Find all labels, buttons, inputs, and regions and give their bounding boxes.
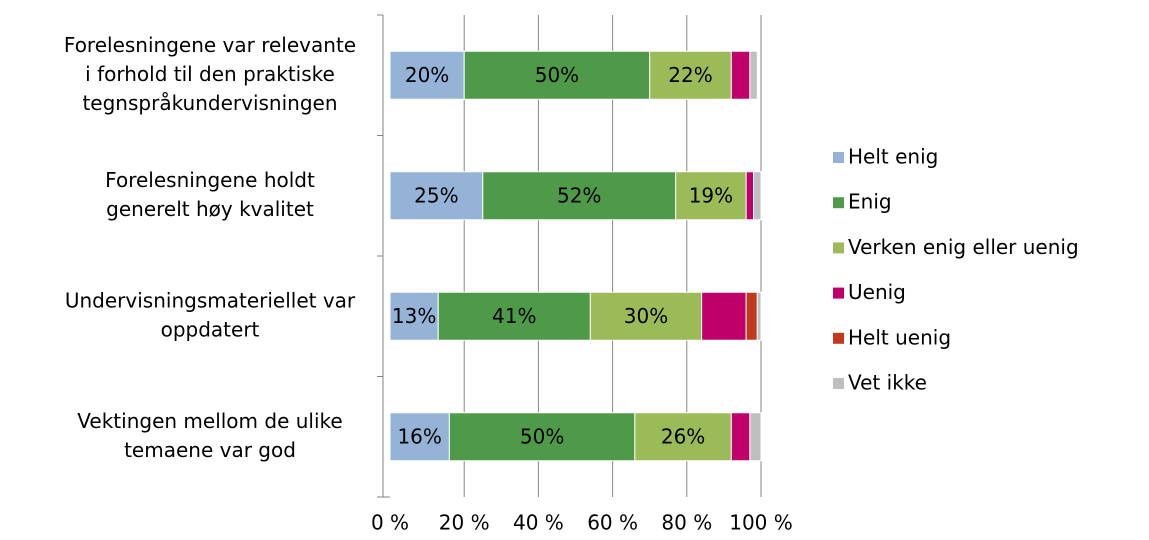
- category-label: tegnspråkundervisningen: [82, 91, 337, 115]
- x-tick-label: 80 %: [661, 511, 712, 535]
- bar-segment: [730, 50, 751, 100]
- bar-segment: [749, 412, 762, 462]
- x-tick-label: 40 %: [513, 511, 564, 535]
- bar-segment: [589, 291, 703, 341]
- data-label: 50%: [520, 424, 564, 448]
- bar-segment: [463, 50, 651, 100]
- bar-segment: [649, 50, 732, 100]
- bar-segment: [448, 412, 636, 462]
- legend-label: Helt uenig: [848, 325, 951, 349]
- legend-swatch: [833, 378, 844, 389]
- category-label: i forhold til den praktiske: [85, 62, 335, 86]
- x-tick-label: 100 %: [729, 511, 793, 535]
- data-label: 19%: [689, 183, 733, 207]
- legend-swatch: [833, 242, 844, 254]
- data-label: 30%: [624, 304, 668, 328]
- data-label: 25%: [414, 183, 458, 207]
- bar-segment: [756, 291, 762, 341]
- data-label: 50%: [535, 63, 579, 87]
- bar-segment: [389, 291, 439, 341]
- legend-swatch: [833, 197, 844, 209]
- category-label: temaene var god: [124, 438, 296, 462]
- legend-swatch: [833, 152, 844, 163]
- bar-segment: [730, 412, 751, 462]
- bar-segment: [389, 412, 450, 462]
- data-label: 13%: [392, 304, 436, 328]
- bar-segment: [389, 50, 465, 100]
- bar-segment: [482, 171, 677, 221]
- category-label: Vektingen mellom de ulike: [77, 409, 342, 433]
- legend-swatch: [833, 287, 844, 299]
- x-tick-label: 20 %: [439, 511, 490, 535]
- bar-segment: [753, 171, 762, 221]
- bar-segment: [389, 171, 484, 221]
- category-label: Forelesningene holdt: [105, 168, 315, 192]
- bar-segment: [675, 171, 747, 221]
- bar-segment: [745, 291, 758, 341]
- bar-segment: [701, 291, 747, 341]
- bar-segment: [745, 171, 755, 221]
- legend-label: Vet ikke: [848, 371, 927, 395]
- data-label: 16%: [397, 424, 441, 448]
- legend-label: Helt enig: [848, 145, 938, 169]
- legend-label: Enig: [848, 190, 892, 214]
- data-label: 41%: [492, 304, 536, 328]
- x-tick-label: 0 %: [371, 511, 409, 535]
- category-label: Undervisningsmateriellet var: [65, 288, 356, 312]
- category-label: oppdatert: [161, 317, 260, 341]
- data-label: 22%: [668, 63, 712, 87]
- bar-segment: [749, 50, 758, 100]
- legend-label: Uenig: [848, 280, 906, 304]
- category-label: Forelesningene var relevante: [64, 33, 356, 57]
- legend-swatch: [833, 332, 844, 344]
- data-label: 52%: [557, 183, 601, 207]
- data-label: 26%: [661, 424, 705, 448]
- category-label: generelt høy kvalitet: [106, 197, 314, 221]
- x-tick-label: 60 %: [587, 511, 638, 535]
- legend-label: Verken enig eller uenig: [848, 235, 1079, 259]
- bar-segment: [634, 412, 732, 462]
- data-label: 20%: [405, 63, 449, 87]
